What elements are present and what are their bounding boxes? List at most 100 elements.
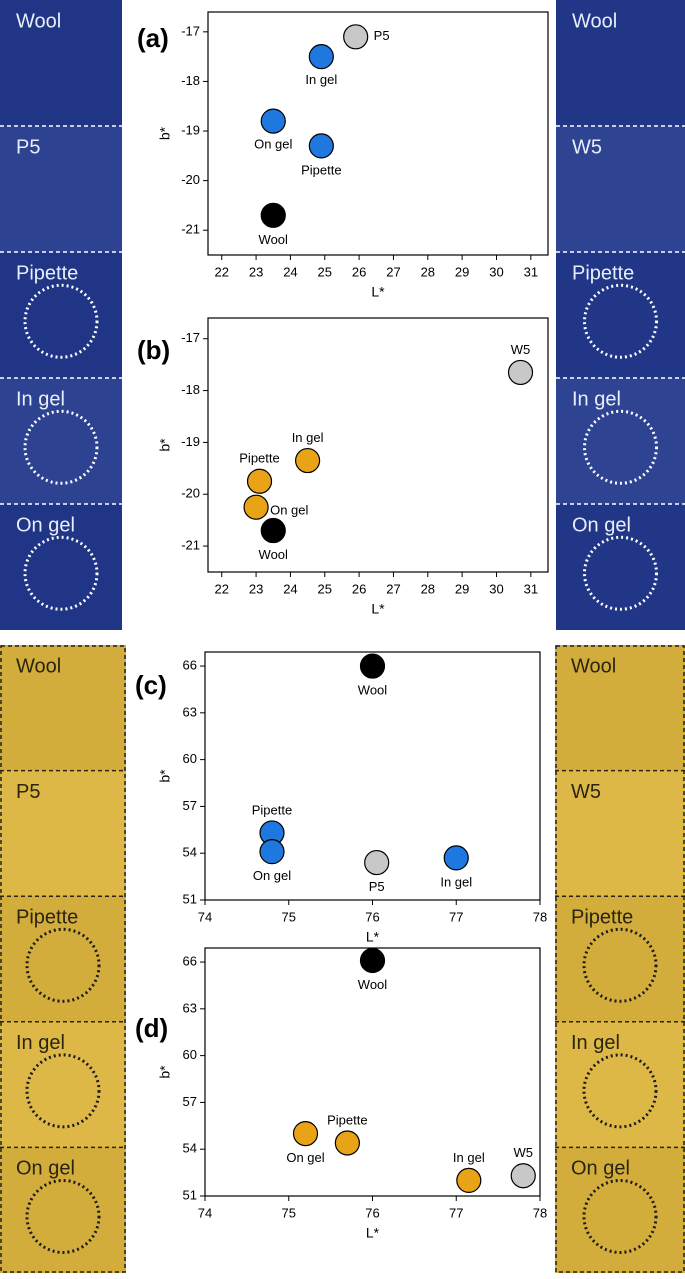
swatch-shade [555,645,685,771]
x-tick-label: 77 [449,909,463,924]
swatch-label: On gel [16,514,75,536]
swatch-label: W5 [571,781,601,803]
data-point [260,108,286,134]
swatch-label: P5 [16,136,40,158]
swatch-border [0,645,126,1273]
x-tick-label: 24 [283,581,297,596]
swatch-shade [556,0,685,126]
y-tick-label: 57 [183,798,197,813]
y-tick-label: -21 [181,538,200,553]
swatch-label: In gel [16,1032,65,1054]
point-label: W5 [511,342,531,357]
x-tick-label: 28 [421,264,435,279]
swatch-strip: Wool P5 Pipette In gel On gel [0,645,126,1273]
x-tick-label: 23 [249,581,263,596]
y-tick-label: -18 [181,73,200,88]
x-tick-label: 26 [352,264,366,279]
y-tick-label: 51 [183,1187,197,1202]
y-axis-label: b* [157,126,173,140]
point-label: On gel [286,1150,324,1165]
swatch-label: Pipette [16,262,78,284]
data-point [334,1130,360,1156]
swatch-ring [582,1178,658,1254]
swatch-ring [23,283,99,359]
y-tick-label: -20 [181,172,200,187]
x-tick-label: 77 [449,1205,463,1220]
y-tick-label: -17 [181,23,200,38]
swatch-ring [582,927,658,1003]
y-tick-label: 51 [183,891,197,906]
point-label: Wool [358,682,387,697]
swatch-label: On gel [572,514,631,536]
y-axis-label: b* [157,1065,173,1079]
x-tick-label: 78 [533,1205,547,1220]
x-tick-label: 75 [282,909,296,924]
data-point [364,849,390,876]
point-label: Pipette [327,1112,367,1127]
plot-frame [207,317,549,573]
x-tick-label: 74 [198,1205,212,1220]
x-tick-label: 78 [533,909,547,924]
y-tick-label: 60 [183,1047,197,1062]
data-point [294,447,321,474]
swatch-shade [556,126,685,252]
data-point [343,24,369,50]
point-label: Pipette [239,451,279,466]
point-label: On gel [253,868,291,883]
x-tick-label: 25 [318,581,332,596]
data-point [260,202,286,228]
swatch-label: In gel [16,388,65,410]
y-tick-label: 54 [183,1141,197,1156]
x-tick-label: 31 [524,264,538,279]
x-tick-label: 25 [318,264,332,279]
data-point [456,1167,482,1194]
swatch-shade [0,126,122,252]
x-tick-label: 22 [215,581,229,596]
swatch-ring [583,283,658,359]
x-tick-label: 76 [365,909,379,924]
y-axis-label: b* [157,438,173,452]
swatch-ring [25,927,101,1003]
swatch-label: Pipette [572,262,634,284]
swatch-border [555,645,685,1273]
y-axis-label: b* [157,769,173,783]
y-tick-label: -21 [181,222,200,237]
data-point [246,468,273,494]
swatch-label: On gel [16,1158,75,1180]
x-tick-label: 28 [421,581,435,596]
swatch-shade [0,645,126,771]
x-axis-label: L* [366,1225,380,1241]
swatch-label: On gel [571,1158,630,1180]
data-point [308,133,334,159]
swatch-label: P5 [16,781,40,803]
swatch-strip: Wool W5 Pipette In gel On gel [556,0,685,630]
x-tick-label: 74 [198,909,212,924]
point-label: In gel [292,430,324,445]
point-label: In gel [453,1150,485,1165]
data-point [259,839,285,865]
x-tick-label: 29 [455,581,469,596]
swatch-background [0,0,122,630]
swatch-shade [0,0,122,126]
point-label: Wool [259,547,288,562]
y-tick-label: -18 [181,382,200,397]
y-tick-label: -19 [181,122,200,137]
swatch-strip: Wool P5 Pipette In gel On gel [0,0,122,630]
x-axis-label: L* [371,284,385,300]
y-tick-label: -20 [181,486,200,501]
data-point [510,1163,536,1189]
y-tick-label: 60 [183,751,197,766]
data-point [243,494,269,520]
y-tick-label: 63 [183,704,197,719]
panel-label: (a) [137,23,169,53]
swatch-strip: Wool W5 Pipette In gel On gel [555,645,685,1273]
y-tick-label: -17 [181,330,200,345]
swatch-ring [23,535,99,611]
x-tick-label: 24 [283,264,297,279]
x-tick-label: 76 [365,1205,379,1220]
x-tick-label: 27 [386,264,400,279]
point-label: Wool [259,232,288,247]
panel-label: (d) [135,1013,168,1043]
x-tick-label: 29 [455,264,469,279]
data-point [359,653,386,679]
